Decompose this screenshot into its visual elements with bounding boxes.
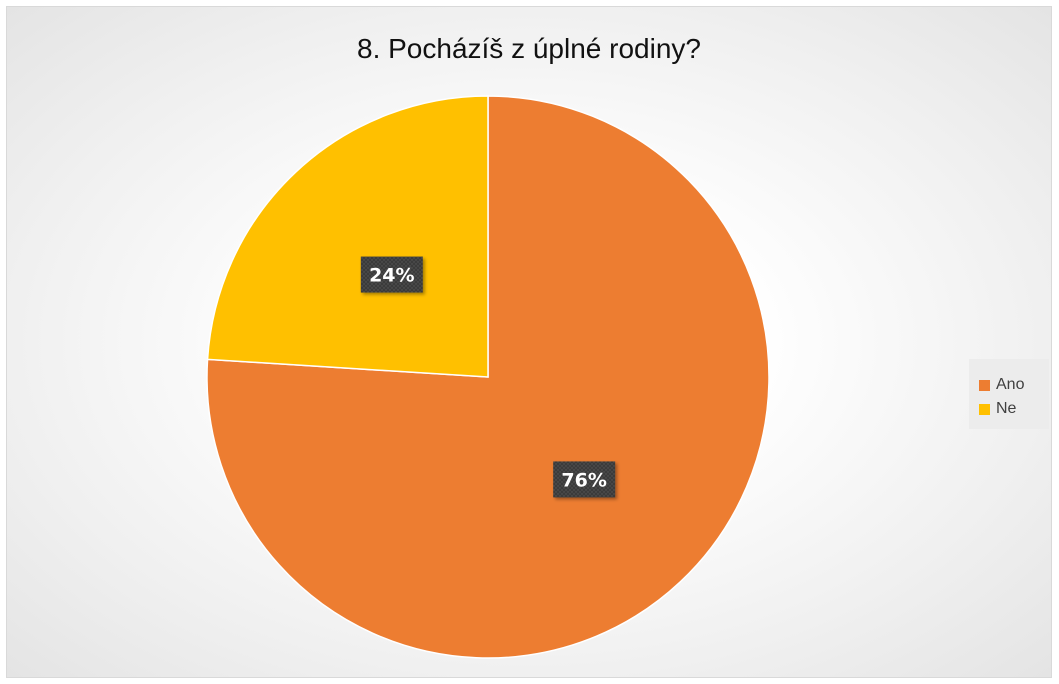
legend: Ano Ne — [969, 359, 1049, 429]
legend-swatch-ano — [979, 379, 990, 391]
data-label-text-ano: 76% — [561, 469, 606, 491]
data-label-ano: 76% — [553, 461, 616, 498]
legend-label-ne: Ne — [996, 400, 1017, 417]
chart-title: 8. Pocházíš z úplné rodiny? — [357, 33, 701, 64]
legend-item-ne: Ne — [979, 397, 1049, 421]
data-label-box-ano — [553, 461, 616, 498]
legend-label-ano: Ano — [996, 376, 1025, 393]
legend-item-ano: Ano — [979, 373, 1049, 397]
data-label-text-ne: 24% — [369, 265, 414, 287]
pie-chart: 76% 24% — [206, 95, 770, 659]
pie-slice-ne — [206, 95, 489, 378]
chart-area: 8. Pocházíš z úplné rodiny? 76% 24% Ano N… — [6, 6, 1052, 678]
data-label-ne: 24% — [360, 256, 423, 293]
legend-swatch-ne — [979, 403, 990, 415]
data-label-box-ne — [360, 256, 423, 293]
